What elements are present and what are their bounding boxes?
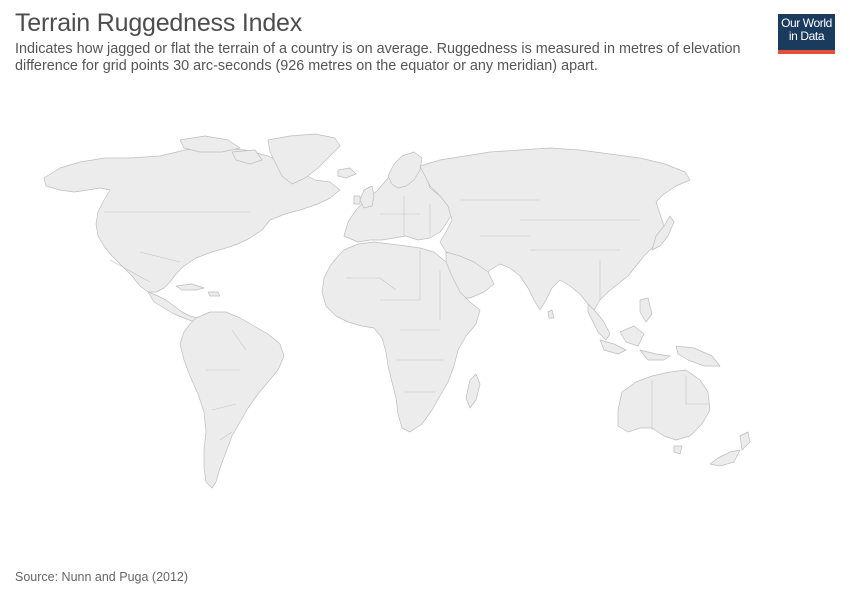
iceland[interactable] [337,167,357,179]
new-zealand[interactable] [709,431,751,467]
country-borders [104,196,710,441]
arctic-islands[interactable] [179,135,263,165]
maritime-southeast-asia[interactable] [599,297,671,361]
north-america[interactable] [43,147,341,293]
caribbean[interactable] [175,283,221,297]
new-guinea[interactable] [675,345,721,367]
japan[interactable] [651,215,675,251]
chart-subtitle: Indicates how jagged or flat the terrain… [15,41,741,74]
source-note: Source: Nunn and Puga (2012) [15,570,189,584]
scandinavia[interactable] [387,151,423,189]
australia[interactable] [617,369,711,441]
south-america[interactable] [179,311,285,489]
world-map[interactable] [0,120,850,520]
logo-line-1: Our World [781,16,832,30]
indochina[interactable] [587,303,611,341]
greenland[interactable] [267,133,341,185]
madagascar[interactable] [465,373,481,409]
africa[interactable] [321,241,481,433]
logo-line-2: in Data [788,29,825,43]
owid-logo[interactable]: Our World in Data [778,14,835,54]
central-america[interactable] [147,291,201,323]
british-isles[interactable] [353,185,375,209]
world-map-svg[interactable] [0,120,850,520]
tasmania[interactable] [673,445,683,455]
chart-title: Terrain Ruggedness Index [15,9,303,37]
sri-lanka[interactable] [547,309,555,319]
